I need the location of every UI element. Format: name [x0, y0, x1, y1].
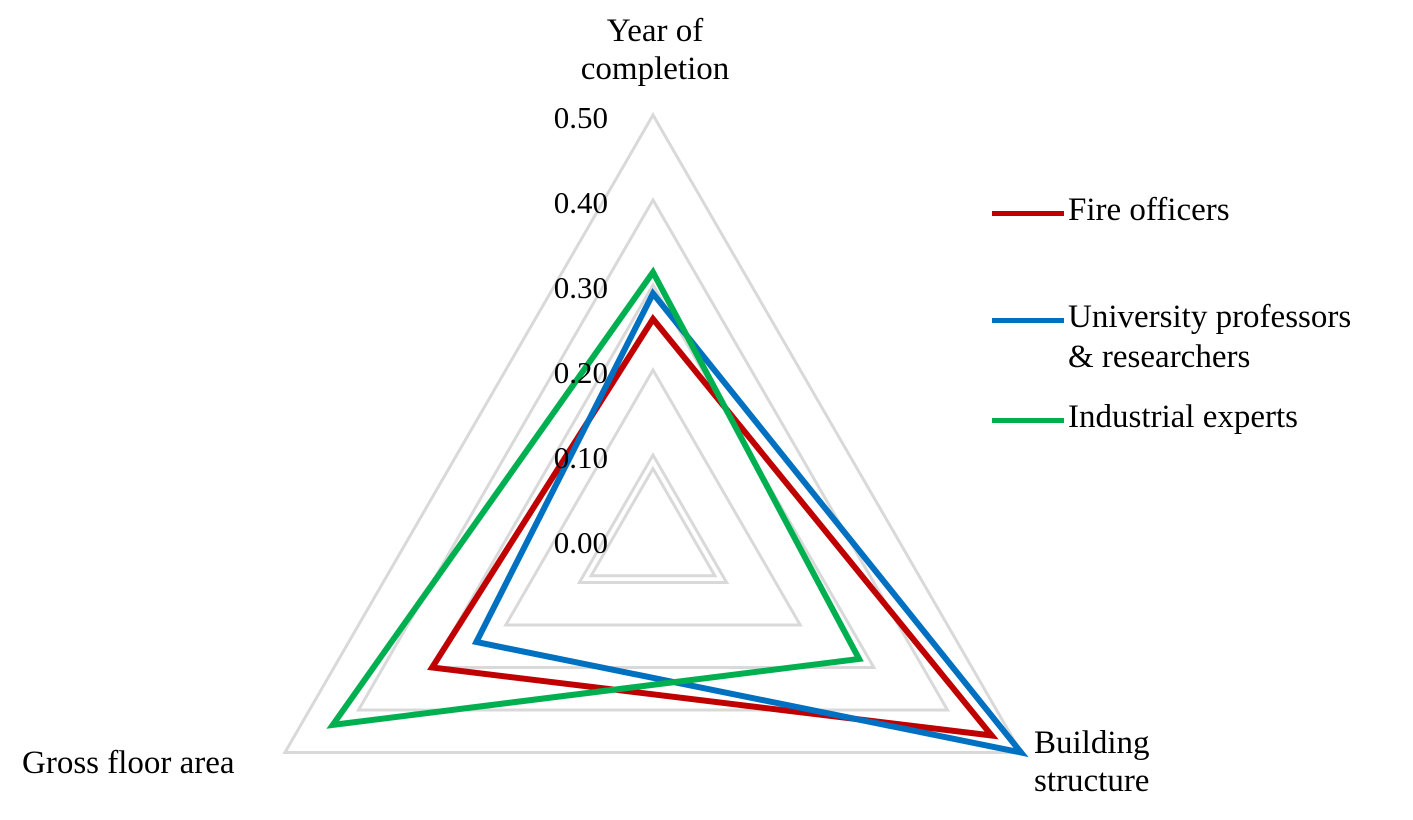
grid-ring: [503, 366, 803, 627]
legend-label: University professors & researchers: [1068, 297, 1351, 377]
grid-ring: [355, 196, 951, 712]
legend-item-university-professors: University professors & researchers: [992, 297, 1351, 377]
radar-grid: [282, 111, 1024, 754]
legend-item-industrial-experts: Industrial experts: [992, 397, 1298, 437]
tick-label: 0.40: [554, 185, 608, 220]
series-line-1: [471, 287, 1029, 758]
axis-label-line: completion: [580, 51, 730, 87]
axis-label-line: Year of: [606, 13, 704, 49]
series-line-0: [427, 313, 999, 740]
grid-ring: [282, 111, 1024, 754]
tick-label: 0.20: [554, 355, 608, 390]
legend-swatch: [992, 211, 1064, 216]
axis-label-line: Building: [1034, 725, 1150, 761]
legend-swatch: [992, 318, 1064, 323]
tick-label: 0.50: [554, 100, 608, 135]
legend-label-line: Fire officers: [1068, 192, 1230, 228]
axis-label-line: structure: [1034, 763, 1150, 799]
legend-label: Industrial experts: [1068, 397, 1298, 437]
tick-label: 0.30: [554, 270, 608, 305]
grid-ring: [429, 282, 877, 669]
grid-ring: [576, 452, 730, 584]
tick-label: 0.10: [554, 440, 608, 475]
legend-label-line: Industrial experts: [1068, 399, 1299, 435]
axis-label-building-structure: Building structure: [1034, 724, 1150, 800]
legend-item-fire-officers: Fire officers: [992, 190, 1230, 230]
axis-label-year-of-completion: Year of completion: [540, 12, 770, 88]
tick-label: 0.00: [554, 525, 608, 560]
legend-swatch: [992, 418, 1064, 423]
series-line-2: [326, 266, 864, 729]
radar-series: [326, 266, 1029, 758]
legend-label-line: University professors: [1068, 299, 1352, 335]
legend-label: Fire officers: [1068, 190, 1230, 230]
grid-ring-inner: [588, 465, 718, 578]
axis-label-gross-floor-area: Gross floor area: [22, 744, 235, 782]
axis-label-line: Gross floor area: [22, 745, 235, 781]
legend-label-line: & researchers: [1068, 339, 1251, 375]
radial-tick-labels: 0.00 0.10 0.20 0.30 0.40 0.50: [554, 100, 608, 560]
